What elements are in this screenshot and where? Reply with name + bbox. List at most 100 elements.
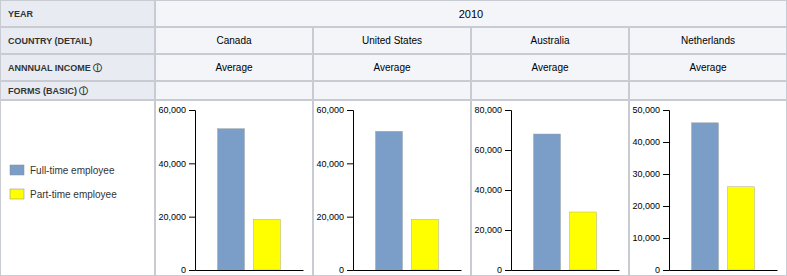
y-tick: 60,000 bbox=[474, 145, 511, 155]
y-axis: 0 20,000 40,000 60,000 bbox=[158, 105, 195, 275]
y-axis-line bbox=[663, 111, 670, 271]
x-axis-line bbox=[354, 270, 462, 271]
bar bbox=[376, 131, 403, 270]
y-tick-label: 20,000 bbox=[632, 201, 660, 211]
y-tick-label: 80,000 bbox=[474, 105, 502, 115]
y-tick: 0 bbox=[181, 265, 195, 275]
bars bbox=[534, 134, 597, 270]
x-axis bbox=[670, 270, 778, 272]
y-axis-line bbox=[505, 111, 512, 271]
chart-title: Australia bbox=[531, 35, 570, 46]
bar bbox=[570, 212, 597, 270]
header-label-cell bbox=[1, 82, 155, 100]
y-tick-mark bbox=[663, 142, 669, 143]
country-cell bbox=[156, 28, 313, 54]
y-tick-label: 10,000 bbox=[632, 233, 660, 243]
x-axis-line bbox=[512, 270, 620, 271]
y-tick: 60,000 bbox=[158, 105, 195, 115]
bar bbox=[254, 219, 281, 270]
y-tick-label: 0 bbox=[339, 265, 344, 275]
bar bbox=[534, 134, 561, 270]
y-tick-mark bbox=[505, 150, 511, 151]
chart-subtitle: Average bbox=[215, 62, 253, 73]
panel-frame bbox=[472, 101, 629, 276]
y-tick-label: 0 bbox=[497, 265, 502, 275]
legend: Full-time employee Part-time employee bbox=[10, 165, 117, 200]
legend-swatch bbox=[10, 189, 24, 199]
y-tick: 60,000 bbox=[316, 105, 353, 115]
y-tick-label: 30,000 bbox=[632, 169, 660, 179]
header-label-cell bbox=[1, 28, 155, 54]
y-tick-label: 20,000 bbox=[158, 212, 186, 222]
legend-label: Full-time employee bbox=[30, 165, 115, 176]
y-axis-line bbox=[347, 111, 354, 271]
average-cell bbox=[472, 55, 629, 81]
panel: 020,00040,00060,000 bbox=[316, 105, 461, 275]
bars bbox=[218, 129, 281, 270]
chart-title: Canada bbox=[216, 35, 251, 46]
chart-subtitle: Average bbox=[689, 62, 727, 73]
header-label-cell bbox=[1, 55, 155, 81]
legend-panel bbox=[1, 101, 155, 276]
x-axis bbox=[354, 270, 462, 272]
y-tick-label: 40,000 bbox=[158, 159, 186, 169]
y-axis-line bbox=[189, 111, 196, 271]
y-tick: 20,000 bbox=[632, 201, 669, 211]
y-tick-mark bbox=[663, 238, 669, 239]
header-label-cell bbox=[1, 1, 155, 27]
y-tick: 0 bbox=[655, 265, 669, 275]
y-tick: 50,000 bbox=[632, 105, 669, 115]
year-cell bbox=[156, 1, 787, 27]
y-tick-label: 60,000 bbox=[316, 105, 344, 115]
y-tick: 20,000 bbox=[474, 225, 511, 235]
header-label: FORMS (BASIC) ⓘ bbox=[8, 86, 89, 96]
y-tick-mark bbox=[663, 206, 669, 207]
y-tick-label: 20,000 bbox=[316, 212, 344, 222]
y-tick: 20,000 bbox=[316, 212, 353, 222]
y-tick-mark bbox=[663, 110, 669, 111]
x-axis bbox=[512, 270, 620, 272]
y-tick-mark bbox=[505, 110, 511, 111]
header-label: ANNNUAL INCOME ⓘ bbox=[8, 63, 102, 73]
forms-cell bbox=[314, 82, 471, 100]
y-tick-mark bbox=[189, 217, 195, 218]
y-tick-mark bbox=[663, 270, 669, 271]
chart-title: United States bbox=[362, 35, 422, 46]
x-axis bbox=[196, 270, 304, 272]
y-tick-mark bbox=[189, 270, 195, 271]
y-tick: 10,000 bbox=[632, 233, 669, 243]
legend-item: Part-time employee bbox=[10, 189, 117, 200]
panel: 0 20,000 40,000 60,000 bbox=[158, 105, 303, 275]
forms-cell bbox=[156, 82, 313, 100]
bar bbox=[218, 129, 245, 270]
bars bbox=[376, 131, 439, 270]
y-tick: 40,000 bbox=[474, 185, 511, 195]
average-cell bbox=[156, 55, 313, 81]
panel-frame bbox=[156, 101, 313, 276]
bar bbox=[692, 123, 719, 270]
chart-subtitle: Average bbox=[531, 62, 569, 73]
y-tick: 30,000 bbox=[632, 169, 669, 179]
bar bbox=[728, 187, 755, 270]
y-tick-mark bbox=[189, 110, 195, 111]
y-tick: 0 bbox=[339, 265, 353, 275]
country-cell bbox=[630, 28, 787, 54]
forms-cell bbox=[630, 82, 787, 100]
header-label: COUNTRY (DETAIL) bbox=[8, 36, 92, 46]
y-tick-label: 20,000 bbox=[474, 225, 502, 235]
forms-cell bbox=[472, 82, 629, 100]
y-tick-label: 40,000 bbox=[632, 137, 660, 147]
y-axis: 020,00040,00060,000 bbox=[316, 105, 353, 275]
year-label: 2010 bbox=[459, 8, 483, 20]
y-tick-label: 60,000 bbox=[474, 145, 502, 155]
y-tick-mark bbox=[505, 230, 511, 231]
y-tick-mark bbox=[347, 270, 353, 271]
y-tick: 80,000 bbox=[474, 105, 511, 115]
legend-item: Full-time employee bbox=[10, 165, 115, 176]
header-label: YEAR bbox=[8, 9, 34, 19]
panel-frame bbox=[314, 101, 471, 276]
panel-frame bbox=[630, 101, 787, 276]
y-tick-mark bbox=[663, 174, 669, 175]
bar bbox=[412, 219, 439, 270]
legend-swatch bbox=[10, 165, 24, 175]
